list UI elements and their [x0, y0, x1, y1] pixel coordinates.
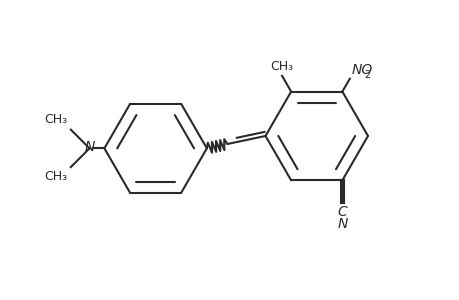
Text: CH₃: CH₃	[270, 59, 293, 73]
Text: N: N	[336, 217, 347, 231]
Text: N: N	[84, 140, 95, 154]
Text: CH₃: CH₃	[45, 113, 67, 126]
Text: NO: NO	[351, 63, 372, 77]
Text: C: C	[337, 205, 347, 219]
Text: 2: 2	[364, 70, 369, 80]
Text: CH₃: CH₃	[45, 170, 67, 183]
